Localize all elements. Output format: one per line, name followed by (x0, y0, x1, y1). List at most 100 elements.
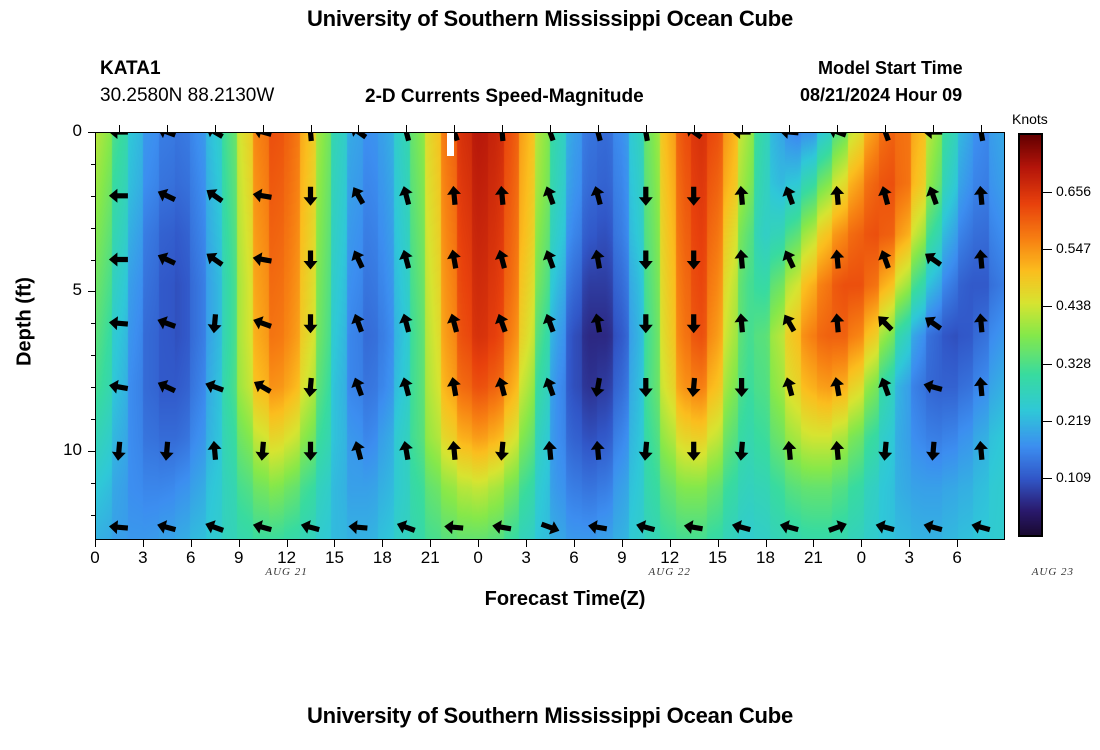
y-axis-title: Depth (ft) (13, 277, 36, 366)
y-axis-minor-tick (91, 482, 95, 484)
speed-magnitude-heatmap (96, 133, 1004, 539)
x-axis-tick (526, 540, 528, 547)
page-title: University of Southern Mississippi Ocean… (306, 6, 794, 31)
x-axis-day-label: AUG 21 (265, 566, 308, 578)
x-axis-top-tick (166, 125, 168, 132)
x-axis-tick (478, 540, 480, 547)
colorbar-tick-label: 0.547 (1056, 240, 1092, 257)
x-axis-tick (909, 540, 911, 547)
x-axis-top-tick (597, 125, 599, 132)
x-axis-top-tick (358, 125, 360, 132)
x-axis-tick-label: 0 (473, 548, 483, 567)
colorbar-tick (1043, 420, 1052, 422)
x-axis-tick (95, 540, 96, 547)
x-axis-top-tick (406, 125, 408, 132)
x-axis-top-tick (981, 125, 983, 132)
y-axis-minor-tick (91, 259, 95, 261)
colorbar-title: Knots (1012, 111, 1048, 127)
x-axis-tick-label: 21 (803, 548, 823, 567)
y-axis-tick-label: 5 (72, 280, 82, 300)
y-axis-tick-label: 10 (63, 439, 82, 459)
x-axis-tick-label: 12 (660, 548, 680, 567)
x-axis-tick-label: 15 (325, 548, 344, 567)
y-axis-tick-label: 0 (72, 121, 82, 140)
x-axis-tick (286, 540, 288, 547)
x-axis-top-tick (310, 125, 312, 132)
x-axis-top-tick (837, 125, 839, 132)
colorbar-tick (1043, 478, 1052, 480)
x-axis-tick-label: 21 (420, 548, 440, 567)
heatmap-plot-area (95, 132, 1005, 540)
x-axis-top-tick (885, 125, 887, 132)
x-axis-tick-label: 3 (138, 548, 148, 567)
x-axis-tick (813, 540, 815, 547)
x-axis-tick-label: 0 (90, 548, 100, 567)
footer-title: University of Southern Mississippi Ocean… (306, 703, 794, 728)
x-axis-top-tick (741, 125, 743, 132)
colorbar-tick (1043, 306, 1052, 308)
station-id-label: KATA1 (100, 58, 161, 79)
x-axis-day-label: AUG 22 (648, 566, 691, 578)
x-axis-tick-label: 9 (233, 548, 244, 567)
y-axis-minor-tick (91, 514, 95, 516)
plot-subtitle: 2-D Currents Speed-Magnitude (365, 86, 644, 107)
y-axis-minor-tick (91, 227, 95, 229)
x-axis-tick (957, 540, 959, 547)
colorbar-tick (1043, 192, 1052, 194)
x-axis-top-tick (454, 125, 456, 132)
x-axis-tick-label: 15 (708, 548, 728, 567)
colorbar-tick (1043, 249, 1052, 251)
colorbar-gradient (1020, 135, 1041, 535)
x-axis-top-tick (118, 125, 120, 132)
colorbar (1018, 133, 1043, 537)
x-axis-tick (717, 540, 719, 547)
x-axis-top-tick (262, 125, 264, 132)
x-axis-tick (142, 540, 144, 547)
x-axis-top-tick (645, 125, 647, 132)
x-axis-title: Forecast Time(Z) (484, 588, 646, 610)
y-axis-tick (88, 291, 95, 293)
missing-data-patch (447, 133, 454, 156)
colorbar-tick-label: 0.219 (1056, 411, 1092, 428)
x-axis-tick (238, 540, 240, 547)
colorbar-tick-label: 0.656 (1056, 183, 1092, 200)
x-axis-tick-label: 3 (904, 548, 914, 567)
x-axis-top-tick (693, 125, 695, 132)
x-axis-tick (334, 540, 336, 547)
x-axis-tick (861, 540, 863, 547)
x-axis-tick-label: 6 (952, 548, 962, 567)
colorbar-tick (1043, 363, 1052, 365)
colorbar-tick-label: 0.438 (1056, 297, 1092, 314)
y-axis-tick (88, 132, 95, 133)
colorbar-tick-label: 0.328 (1056, 354, 1092, 371)
y-axis-minor-tick (91, 418, 95, 420)
x-axis-day-label: AUG 23 (1031, 566, 1075, 578)
x-axis-tick-label: 3 (521, 548, 531, 567)
y-axis-minor-tick (91, 163, 95, 165)
y-axis-minor-tick (91, 323, 95, 325)
x-axis-tick-label: 18 (372, 548, 392, 567)
y-axis-minor-tick (91, 355, 95, 357)
x-axis-top-tick (933, 125, 935, 132)
x-axis-tick (573, 540, 575, 547)
model-start-time-label: Model Start Time (818, 58, 963, 78)
x-axis-tick (669, 540, 671, 547)
x-axis-top-tick (214, 125, 216, 132)
y-axis-minor-tick (91, 387, 95, 388)
x-axis-tick-label: 9 (617, 548, 627, 567)
x-axis-tick-label: 0 (856, 548, 867, 567)
x-axis-tick-label: 6 (569, 548, 579, 567)
x-axis-tick (190, 540, 192, 547)
x-axis-top-tick (789, 125, 791, 132)
x-axis-tick-label: 12 (277, 548, 297, 567)
colorbar-tick-label: 0.109 (1056, 469, 1092, 486)
x-axis-tick-label: 6 (186, 548, 196, 567)
x-axis-top-tick (550, 125, 551, 132)
station-coordinates-label: 30.2580N 88.2130W (100, 85, 275, 106)
y-axis-tick (88, 450, 95, 452)
y-axis-minor-tick (91, 195, 95, 197)
x-axis-tick (765, 540, 767, 547)
x-axis-tick (621, 540, 623, 547)
x-axis-top-tick (502, 125, 504, 132)
